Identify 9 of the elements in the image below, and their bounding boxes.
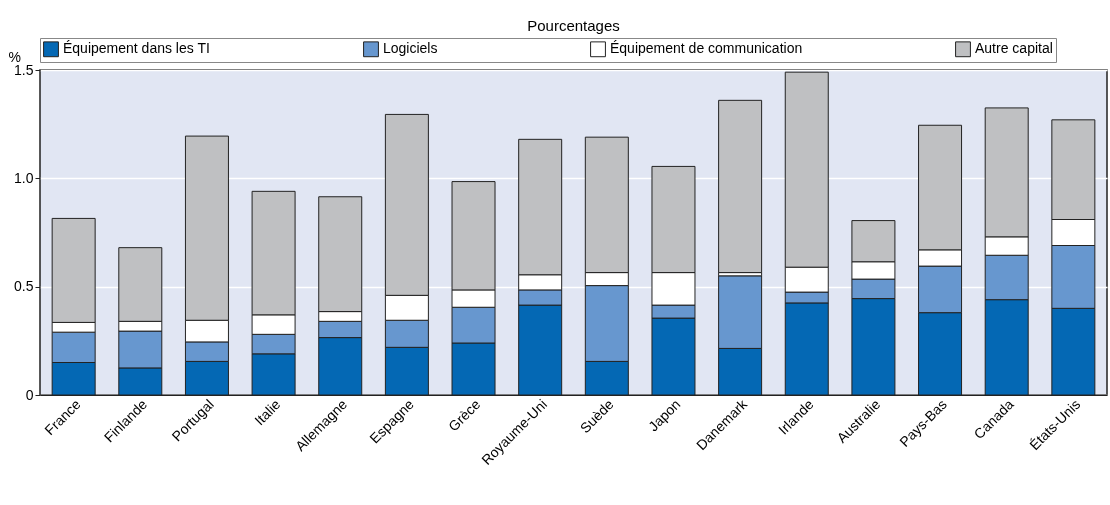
bar — [718, 99, 763, 274]
legend-label: Logiciels — [383, 40, 438, 57]
y-tick-label: 0 — [25, 386, 34, 403]
legend-label: Équipement de communication — [610, 40, 803, 57]
y-tick-label: 0.5 — [14, 278, 34, 295]
chart-subtitle: Pourcentages — [527, 16, 620, 34]
legend-label: Autre capital — [975, 40, 1053, 57]
legend-label: Équipement dans les TI — [63, 40, 210, 57]
y-tick-label: 1.0 — [14, 169, 34, 186]
